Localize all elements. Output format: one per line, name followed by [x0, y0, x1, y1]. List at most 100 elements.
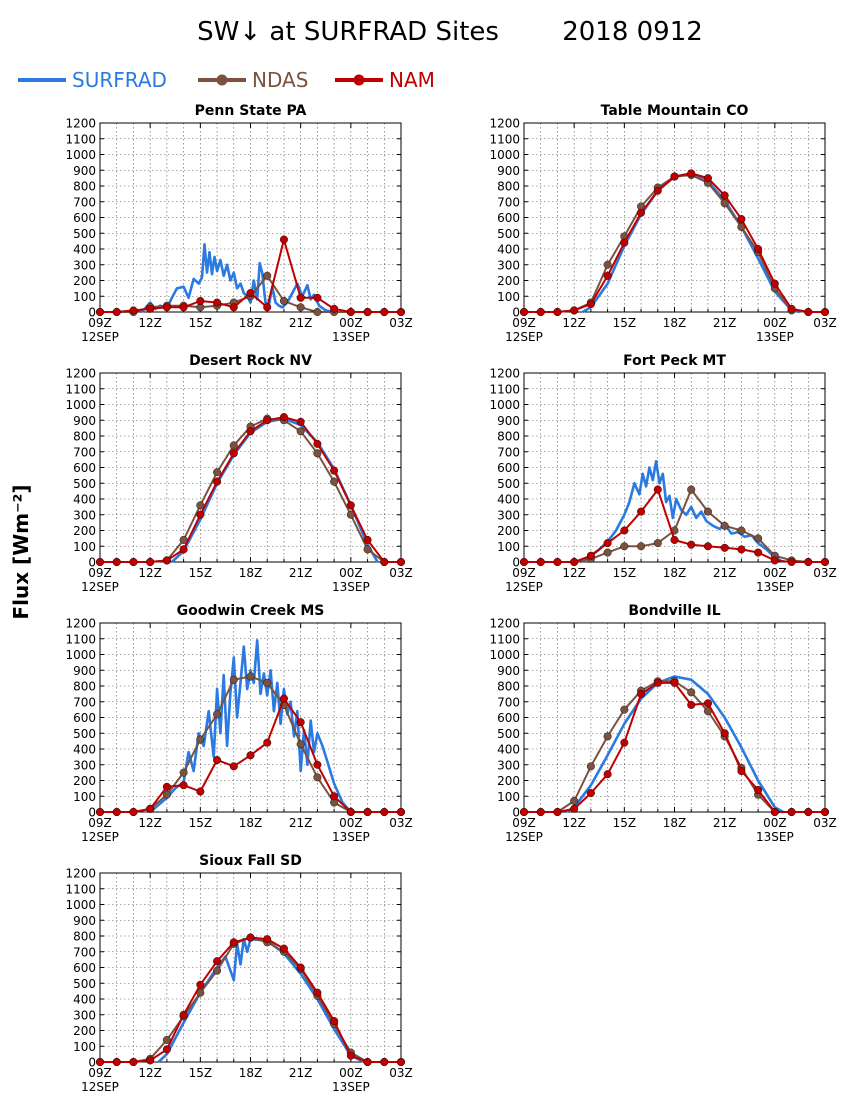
y-tick-label: 700 — [497, 695, 520, 709]
panel-fort-peck-mt: Fort Peck MT0100200300400500600700800900… — [489, 353, 836, 594]
data-point-nam — [313, 760, 322, 769]
x-tick-label: 09Z — [512, 816, 536, 830]
data-point-nam — [346, 1051, 355, 1060]
data-point-nam — [196, 510, 205, 519]
panel-penn-state-pa: Penn State PA010020030040050060070080090… — [65, 103, 412, 344]
y-tick-label: 900 — [497, 164, 520, 178]
data-point-nam — [213, 298, 222, 307]
data-point-nam — [246, 289, 255, 298]
data-point-nam — [770, 279, 779, 288]
data-point-ndas — [296, 740, 305, 749]
x-tick-label: 12Z — [138, 1066, 162, 1080]
data-point-ndas — [687, 485, 696, 494]
y-tick-label: 1000 — [489, 398, 520, 412]
data-point-nam — [279, 413, 288, 422]
data-point-nam — [821, 558, 830, 567]
x-tick-sublabel: 13SEP — [332, 830, 370, 844]
data-point-nam — [179, 303, 188, 312]
series-surfrad — [157, 937, 365, 1064]
data-point-nam — [670, 172, 679, 181]
data-point-nam — [313, 988, 322, 997]
y-tick-label: 100 — [497, 790, 520, 804]
x-tick-sublabel: 12SEP — [81, 580, 119, 594]
y-tick-label: 800 — [73, 430, 96, 444]
series-surfrad — [140, 243, 335, 314]
y-tick-label: 700 — [73, 695, 96, 709]
y-tick-label: 800 — [497, 680, 520, 694]
data-point-nam — [653, 678, 662, 687]
y-tick-label: 300 — [73, 1008, 96, 1022]
x-tick-sublabel: 13SEP — [332, 580, 370, 594]
y-tick-label: 200 — [497, 274, 520, 288]
x-tick-sublabel: 12SEP — [505, 830, 543, 844]
y-tick-label: 400 — [497, 243, 520, 257]
x-tick-label: 21Z — [289, 566, 313, 580]
data-point-ndas — [213, 468, 222, 477]
data-point-nam — [196, 296, 205, 305]
data-point-nam — [754, 785, 763, 794]
x-tick-label: 18Z — [239, 316, 263, 330]
data-point-ndas — [603, 732, 612, 741]
y-tick-label: 0 — [88, 1056, 96, 1070]
y-tick-label: 300 — [73, 508, 96, 522]
x-tick-sublabel: 12SEP — [505, 330, 543, 344]
data-point-nam — [620, 526, 629, 535]
x-tick-label: 00Z — [763, 566, 787, 580]
legend: SURFRAD NDAS NAM — [18, 68, 435, 92]
y-tick-label: 600 — [73, 211, 96, 225]
data-point-nam — [263, 738, 272, 747]
data-point-nam — [296, 293, 305, 302]
grid — [100, 373, 401, 562]
data-point-nam — [720, 543, 729, 552]
legend-label-surfrad: SURFRAD — [72, 68, 167, 92]
y-tick-label: 800 — [497, 180, 520, 194]
x-tick-sublabel: 13SEP — [756, 330, 794, 344]
y-tick-label: 1100 — [65, 632, 96, 646]
data-point-nam — [653, 186, 662, 195]
x-tick-label: 21Z — [713, 816, 737, 830]
data-point-ndas — [703, 507, 712, 516]
data-point-nam — [346, 308, 355, 317]
y-tick-label: 400 — [73, 243, 96, 257]
legend-marker-nam — [353, 74, 365, 86]
data-point-nam — [653, 485, 662, 494]
x-tick-label: 03Z — [813, 816, 837, 830]
x-tick-label: 03Z — [813, 316, 837, 330]
x-tick-label: 03Z — [389, 566, 413, 580]
x-tick-label: 15Z — [613, 316, 637, 330]
grid — [100, 873, 401, 1062]
x-tick-label: 12Z — [138, 566, 162, 580]
series-line-surfrad — [171, 417, 379, 563]
figure-date: 2018 0912 — [562, 17, 703, 47]
data-point-nam — [296, 417, 305, 426]
data-point-nam — [146, 304, 155, 313]
data-point-nam — [703, 542, 712, 551]
data-point-nam — [330, 466, 339, 475]
y-tick-label: 300 — [73, 258, 96, 272]
y-tick-label: 0 — [88, 306, 96, 320]
y-tick-label: 1000 — [65, 148, 96, 162]
data-point-nam — [770, 808, 779, 817]
x-tick-sublabel: 12SEP — [505, 580, 543, 594]
y-tick-label: 1000 — [489, 648, 520, 662]
data-point-nam — [162, 1045, 171, 1054]
y-tick-label: 1200 — [489, 617, 520, 631]
data-point-nam — [821, 308, 830, 317]
data-point-nam — [363, 308, 372, 317]
x-tick-label: 12Z — [138, 816, 162, 830]
data-point-nam — [263, 416, 272, 425]
data-point-nam — [620, 238, 629, 247]
data-point-nam — [246, 427, 255, 436]
data-point-nam — [737, 215, 746, 224]
y-tick-label: 1000 — [65, 648, 96, 662]
y-tick-label: 800 — [73, 680, 96, 694]
data-point-nam — [363, 808, 372, 817]
x-tick-sublabel: 12SEP — [81, 830, 119, 844]
data-point-ndas — [754, 534, 763, 543]
data-point-nam — [229, 449, 238, 458]
data-point-nam — [553, 558, 562, 567]
y-tick-label: 1100 — [65, 382, 96, 396]
data-point-nam — [146, 804, 155, 813]
